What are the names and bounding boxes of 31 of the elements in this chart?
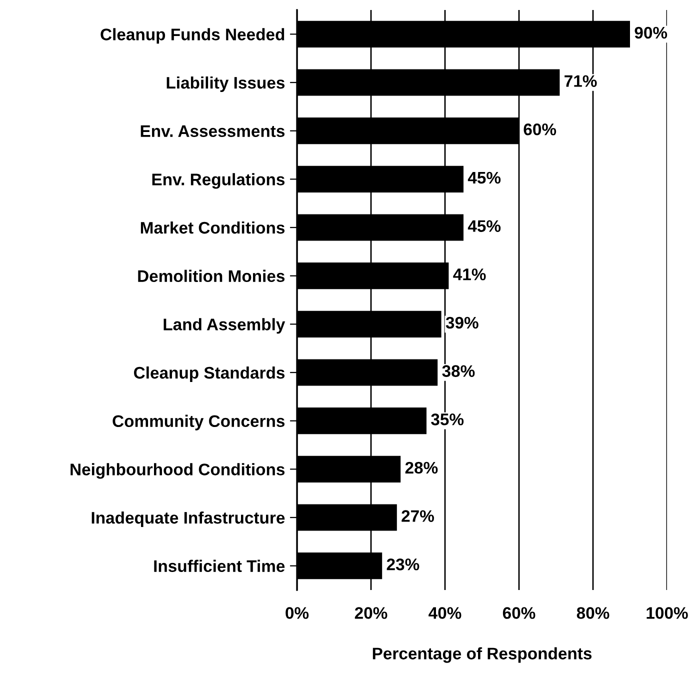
y-tick-label: Demolition Monies: [138, 270, 285, 282]
data-label: 28%: [405, 462, 438, 474]
data-label: 45%: [468, 220, 501, 232]
data-label: 41%: [453, 268, 486, 280]
y-tick-label: Env. Regulations: [152, 173, 285, 189]
x-tick-label: 100%: [646, 607, 688, 619]
y-tick-label: Cleanup Standards: [134, 366, 285, 382]
data-label: 45%: [468, 172, 501, 184]
data-label: 71%: [564, 75, 597, 87]
y-tick-label: Inadequate Infastructure: [92, 511, 285, 527]
y-tick-label: Liability Issues: [166, 76, 285, 92]
data-label: 90%: [634, 26, 668, 39]
x-tick-label: 40%: [428, 607, 462, 619]
data-label: 39%: [446, 316, 478, 329]
y-tick-label: Env. Assessments: [140, 125, 285, 138]
y-tick-label: Land Assembly: [164, 318, 286, 334]
x-tick-label: 20%: [354, 607, 388, 619]
data-label: 23%: [386, 558, 420, 570]
data-label: 27%: [402, 510, 434, 522]
x-tick-label: 60%: [502, 607, 536, 619]
y-tick-label: Insufficient Time: [154, 560, 285, 572]
x-axis-title: Percentage of Respondents: [372, 647, 592, 663]
y-tick-label: Neighbourhood Conditions: [70, 463, 285, 479]
x-tick-label: 80%: [576, 607, 610, 619]
y-tick-label: Cleanup Funds Needed: [100, 28, 284, 44]
data-label: 38%: [442, 365, 475, 377]
data-label: 35%: [431, 414, 464, 426]
y-tick-label: Community Concerns: [112, 414, 285, 430]
y-tick-label: Market Conditions: [140, 221, 285, 234]
x-tick-label: 0%: [286, 607, 309, 619]
data-label: 60%: [524, 124, 556, 136]
